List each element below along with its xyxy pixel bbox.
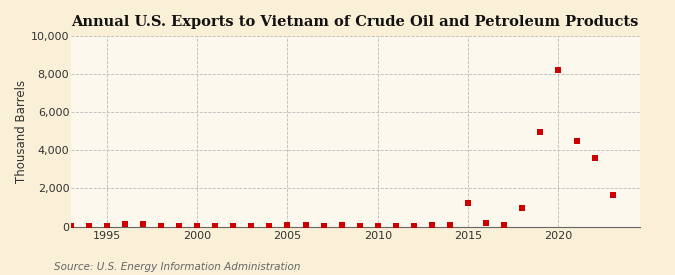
Point — [517, 206, 528, 210]
Point — [101, 224, 112, 229]
Point — [318, 224, 329, 228]
Point — [282, 223, 293, 227]
Point — [156, 224, 167, 228]
Point — [463, 200, 474, 205]
Point — [264, 223, 275, 228]
Point — [390, 224, 401, 229]
Point — [408, 224, 419, 229]
Point — [373, 224, 383, 229]
Point — [589, 156, 600, 161]
Point — [246, 224, 256, 229]
Point — [119, 222, 130, 227]
Point — [65, 224, 76, 229]
Y-axis label: Thousand Barrels: Thousand Barrels — [15, 79, 28, 183]
Point — [138, 222, 148, 226]
Point — [300, 223, 311, 228]
Title: Annual U.S. Exports to Vietnam of Crude Oil and Petroleum Products: Annual U.S. Exports to Vietnam of Crude … — [72, 15, 639, 29]
Point — [192, 224, 202, 229]
Point — [608, 192, 618, 197]
Point — [553, 68, 564, 72]
Point — [481, 221, 491, 225]
Point — [173, 224, 184, 229]
Point — [354, 224, 365, 229]
Point — [228, 224, 239, 229]
Point — [427, 223, 437, 228]
Point — [83, 224, 94, 229]
Point — [210, 224, 221, 229]
Point — [445, 223, 456, 227]
Point — [535, 130, 546, 134]
Point — [499, 222, 510, 227]
Point — [571, 139, 582, 143]
Point — [336, 223, 347, 228]
Text: Source: U.S. Energy Information Administration: Source: U.S. Energy Information Administ… — [54, 262, 300, 272]
